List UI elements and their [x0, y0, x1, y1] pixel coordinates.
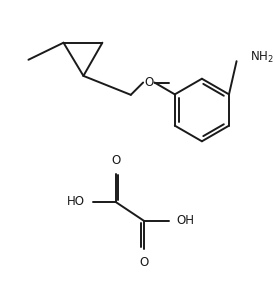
Text: O: O [111, 154, 120, 167]
Text: O: O [144, 76, 153, 89]
Text: HO: HO [67, 195, 85, 208]
Text: NH$_2$: NH$_2$ [250, 50, 274, 65]
Text: OH: OH [176, 214, 194, 227]
Text: O: O [139, 256, 149, 269]
